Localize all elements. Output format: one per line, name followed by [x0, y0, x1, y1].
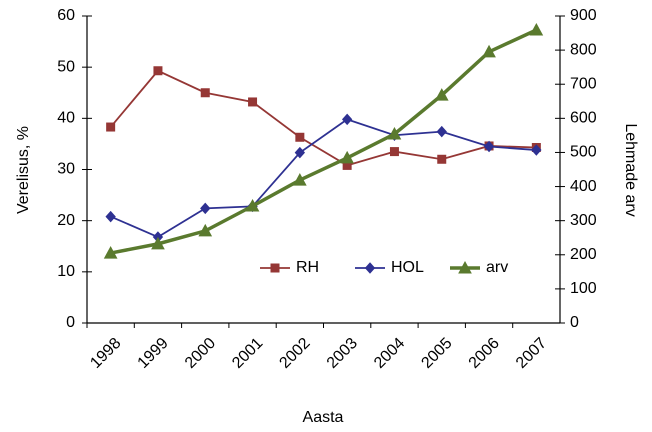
y2-tick-label: 800	[570, 41, 597, 58]
series-line	[109, 69, 537, 167]
x-tick-label: 2000	[182, 335, 219, 372]
y2-tick-label: 900	[570, 7, 597, 24]
x-tick-label: 2006	[466, 335, 503, 372]
series-line	[110, 28, 538, 255]
point	[434, 88, 449, 101]
y2-axis-label: Lehmade arv	[622, 123, 639, 216]
legend-marker	[364, 262, 376, 274]
legend-label: HOL	[391, 259, 424, 276]
x-tick-label: 2005	[418, 335, 455, 372]
point	[198, 223, 213, 237]
point	[200, 88, 210, 98]
y-tick-label: 50	[57, 58, 75, 75]
point	[294, 146, 306, 159]
y2-tick-label: 400	[570, 178, 597, 195]
x-tick-label: 1999	[135, 335, 172, 372]
x-axis-label: Aasta	[303, 409, 344, 426]
y-tick-label: 30	[57, 161, 75, 178]
x-tick-label: 2001	[229, 335, 266, 372]
y2-tick-label: 200	[570, 246, 597, 263]
point	[151, 236, 165, 250]
legend-label: RH	[296, 259, 319, 276]
y2-tick-label: 500	[570, 144, 597, 161]
point	[200, 202, 211, 215]
x-tick-label: 1998	[87, 335, 124, 372]
y2-tick-label: 100	[570, 280, 597, 297]
point	[153, 66, 163, 76]
point	[482, 44, 496, 58]
x-tick-label: 2003	[324, 335, 361, 372]
y2-tick-label: 300	[570, 212, 597, 229]
point	[295, 132, 305, 142]
y2-tick-label: 600	[570, 110, 597, 127]
point	[293, 173, 307, 186]
point	[245, 198, 260, 212]
point	[106, 122, 116, 132]
point	[529, 22, 544, 36]
y-tick-label: 20	[57, 212, 75, 229]
point	[340, 150, 354, 164]
y2-tick-label: 700	[570, 75, 597, 92]
point	[341, 113, 353, 126]
point	[103, 246, 118, 259]
x-tick-label: 2004	[371, 335, 408, 372]
point	[437, 154, 447, 164]
point	[248, 97, 258, 107]
series-line	[110, 118, 537, 239]
point	[389, 147, 399, 157]
legend-label: arv	[486, 259, 508, 276]
legend-marker	[458, 260, 472, 274]
point	[483, 140, 495, 153]
y2-tick-label: 0	[570, 314, 579, 331]
point	[105, 210, 116, 223]
x-tick-label: 2002	[276, 335, 313, 372]
y-tick-label: 10	[57, 263, 75, 280]
y-axis-label: Verelisus, %	[15, 126, 32, 214]
y-tick-label: 60	[57, 7, 75, 24]
y-tick-label: 0	[66, 314, 75, 331]
legend-marker	[270, 263, 280, 273]
x-tick-label: 2007	[513, 335, 550, 372]
point	[436, 125, 447, 138]
point	[387, 126, 402, 140]
point	[531, 144, 542, 156]
y-tick-label: 40	[57, 110, 75, 127]
